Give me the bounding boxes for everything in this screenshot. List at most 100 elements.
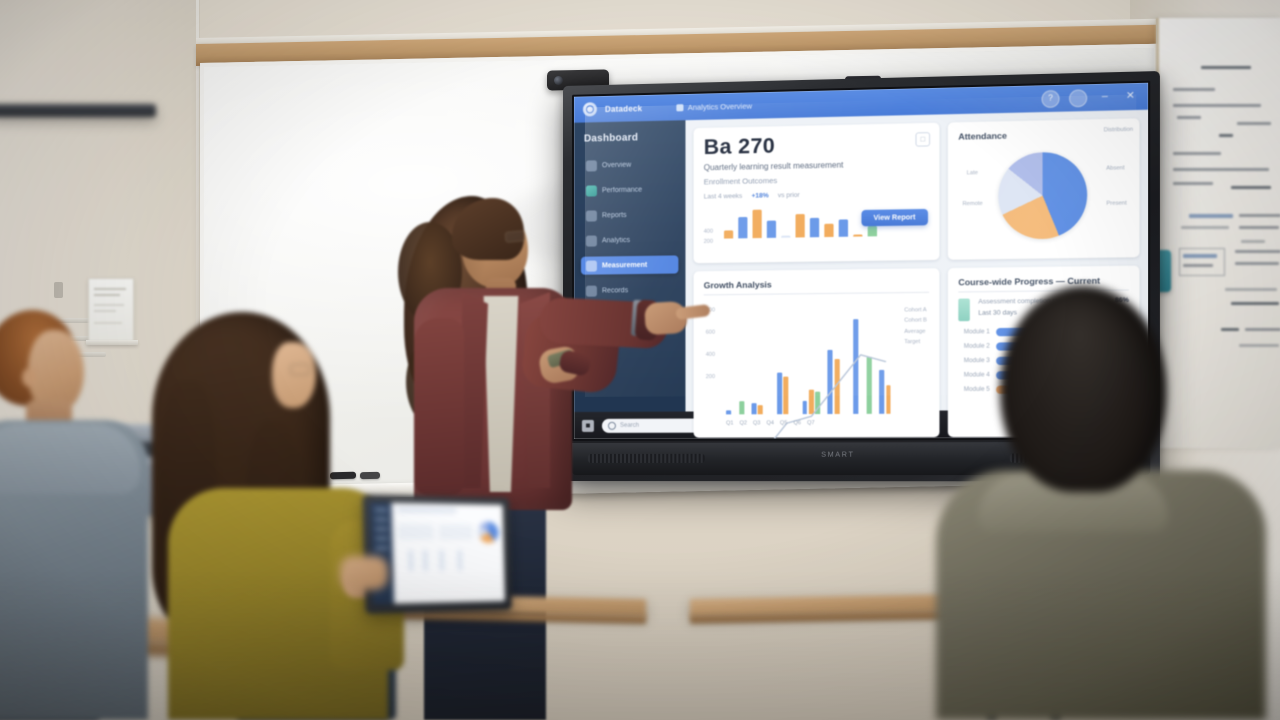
sidebar-item-label: Overview [601, 161, 632, 169]
laptop-screen[interactable] [370, 502, 506, 605]
sidebar-item-label: Analytics [601, 236, 631, 244]
pie-label-absent: Absent [1106, 165, 1125, 172]
app-brand: Datadeck [604, 103, 643, 114]
bar [776, 372, 782, 415]
start-icon[interactable]: ■ [581, 419, 594, 432]
close-icon[interactable]: ✕ [1125, 90, 1135, 102]
user-avatar-icon[interactable] [1069, 88, 1088, 107]
breadcrumb: Analytics Overview [676, 100, 753, 112]
wall-shelf [86, 340, 138, 345]
pie-icon [585, 234, 597, 247]
bar-group [853, 304, 872, 414]
progress-row-label: Module 4 [963, 372, 990, 379]
sparkline-bar [766, 220, 777, 238]
bar-group [802, 304, 821, 415]
sidebar-item-label: Measurement [601, 261, 648, 269]
help-circle-icon[interactable]: ? [1041, 89, 1060, 108]
kpi-subtitle: Quarterly learning result measurement [703, 160, 844, 173]
chart-x-label: Q5 [779, 420, 788, 427]
circle-logo-icon [582, 102, 597, 117]
laptop-content [391, 502, 506, 604]
sidebar-item-records[interactable]: Records [581, 281, 678, 300]
sparkline-bar [724, 230, 734, 239]
bar [879, 369, 885, 414]
avatar-icon [958, 298, 970, 322]
bar [757, 405, 764, 415]
wall-hook-icon [54, 282, 63, 298]
bar-group [751, 305, 769, 415]
bar [815, 392, 821, 415]
marker [360, 471, 380, 480]
chart-x-label: Q3 [752, 420, 761, 427]
sidebar-item-label: Performance [601, 186, 643, 194]
pie-label-remote: Remote [962, 200, 983, 208]
camera-lens-icon [554, 76, 563, 85]
pie-graphic [998, 151, 1088, 240]
search-icon [607, 421, 616, 430]
progress-row-label: Module 3 [963, 357, 990, 365]
legend-entry: Average [904, 328, 926, 335]
sparkline-bar [809, 217, 820, 238]
sidebar-item-measurement[interactable]: Measurement [580, 255, 679, 275]
chart-y-label: 200 [705, 374, 716, 381]
sidebar-item-label: Records [601, 286, 629, 295]
view-report-button[interactable]: View Report [861, 208, 928, 227]
bar [866, 356, 872, 414]
side-whiteboard-notes [1156, 18, 1280, 448]
bar [885, 385, 891, 414]
attendance-card: Attendance Distribution Late Remote Abse… [947, 118, 1140, 260]
bar [726, 410, 732, 415]
sparkline-bar [824, 223, 834, 237]
glasses-icon [290, 364, 310, 375]
kpi-value: Ba 270 [703, 134, 776, 160]
minimize-icon[interactable]: – [1101, 90, 1108, 103]
doc-icon [585, 209, 597, 222]
laptop-base [0, 104, 156, 117]
gauge-icon [585, 260, 597, 272]
glasses-icon [504, 230, 526, 243]
bar [802, 400, 808, 415]
growth-combo-chart: 800 600 400 200 Q1 Q2 Q3 Q4 Q5 Q6 Q7 Cohort A Cohort… [704, 299, 929, 429]
chart-y-label: 600 [705, 329, 716, 336]
sparkline-bar [838, 219, 849, 237]
bar-group [726, 305, 745, 415]
search-placeholder: Search [619, 422, 640, 429]
home-icon [585, 159, 597, 172]
chart-x-label: Q4 [766, 420, 774, 427]
progress-title: Course-wide Progress — Current [958, 275, 1101, 288]
bar [751, 403, 757, 415]
bar-group [776, 305, 795, 415]
sidebar-item-reports[interactable]: Reports [581, 205, 678, 225]
kpi-meta-label: Last 4 weeks [703, 192, 743, 201]
bar [853, 319, 859, 414]
wall-notice [88, 278, 134, 342]
marker [330, 471, 356, 480]
student-right-hair [1000, 286, 1166, 492]
display-brand-mark: SMART [821, 451, 855, 459]
sidebar-item-analytics[interactable]: Analytics [581, 230, 678, 250]
chart-x-label: Q2 [739, 420, 747, 427]
chart-y-label: 400 [705, 351, 716, 358]
student-laptop[interactable] [362, 494, 512, 615]
bar [783, 376, 789, 415]
sidebar-item-performance[interactable]: Performance [581, 180, 678, 200]
pie-label-present: Present [1106, 200, 1127, 207]
kpi-caption: Enrollment Outcomes [703, 175, 778, 187]
progress-row-label: Module 1 [963, 329, 990, 336]
bar [834, 359, 840, 414]
bar [739, 401, 745, 415]
sparkline-bar [752, 209, 762, 238]
speaker-grille [587, 453, 705, 463]
sparkline-bar [853, 234, 863, 237]
breadcrumb-label: Analytics Overview [687, 100, 753, 112]
chart-x-label: Q1 [726, 420, 734, 427]
sparkline-bar [738, 217, 748, 239]
bar-group [879, 303, 898, 414]
progress-row-label: Module 5 [963, 386, 990, 393]
expand-icon[interactable]: □ [915, 132, 931, 147]
chart-legend: Cohort A Cohort B Average Target [904, 305, 927, 348]
legend-entry: Target [904, 339, 921, 346]
sparkline-y-labels: 400 200 [703, 228, 714, 245]
sidebar-item-overview[interactable]: Overview [581, 155, 678, 175]
